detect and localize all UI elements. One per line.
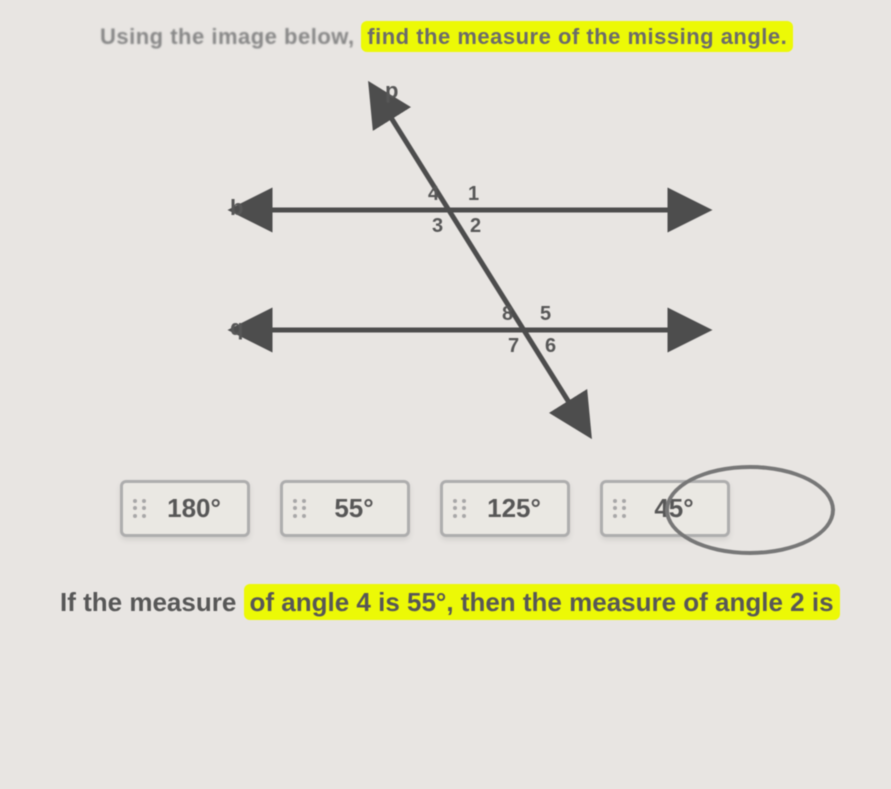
angle-8: 8 bbox=[502, 303, 513, 325]
answer-choices: 180° 55° 125° 45° bbox=[120, 480, 851, 537]
label-b: b bbox=[230, 195, 243, 220]
drag-grip-icon bbox=[613, 499, 627, 519]
sentence-highlight: of angle 4 is 55°, then the measure of a… bbox=[244, 584, 840, 620]
drag-grip-icon bbox=[133, 499, 147, 519]
angle-5: 5 bbox=[540, 303, 551, 325]
label-p: p bbox=[385, 80, 398, 103]
angle-6: 6 bbox=[545, 335, 556, 357]
drag-grip-icon bbox=[293, 499, 307, 519]
line-p bbox=[380, 100, 580, 420]
answer-option[interactable]: 55° bbox=[280, 480, 410, 537]
angle-diagram: b q p 4 1 3 2 8 5 7 6 bbox=[210, 80, 770, 440]
angle-1: 1 bbox=[468, 183, 479, 205]
answer-label: 180° bbox=[167, 493, 221, 523]
prompt-prefix: Using the image below, bbox=[100, 24, 355, 49]
answer-label: 55° bbox=[334, 493, 373, 523]
fill-in-sentence: If the measure of angle 4 is 55°, then t… bbox=[60, 587, 851, 618]
prompt-highlight: find the measure of the missing angle. bbox=[361, 21, 793, 52]
label-q: q bbox=[230, 315, 243, 340]
answer-label: 45° bbox=[654, 493, 693, 523]
diagram-svg: b q p 4 1 3 2 8 5 7 6 bbox=[210, 80, 770, 440]
sentence-prefix: If the measure bbox=[60, 587, 236, 617]
drag-grip-icon bbox=[453, 499, 467, 519]
answer-option[interactable]: 180° bbox=[120, 480, 250, 537]
angle-2: 2 bbox=[470, 215, 481, 237]
answer-option[interactable]: 125° bbox=[440, 480, 570, 537]
question-prompt: Using the image below, find the measure … bbox=[100, 24, 851, 50]
answer-label: 125° bbox=[487, 493, 541, 523]
angle-4: 4 bbox=[428, 183, 440, 205]
answer-option[interactable]: 45° bbox=[600, 480, 730, 537]
angle-3: 3 bbox=[432, 215, 443, 237]
angle-7: 7 bbox=[508, 335, 519, 357]
worksheet-page: Using the image below, find the measure … bbox=[0, 0, 891, 789]
